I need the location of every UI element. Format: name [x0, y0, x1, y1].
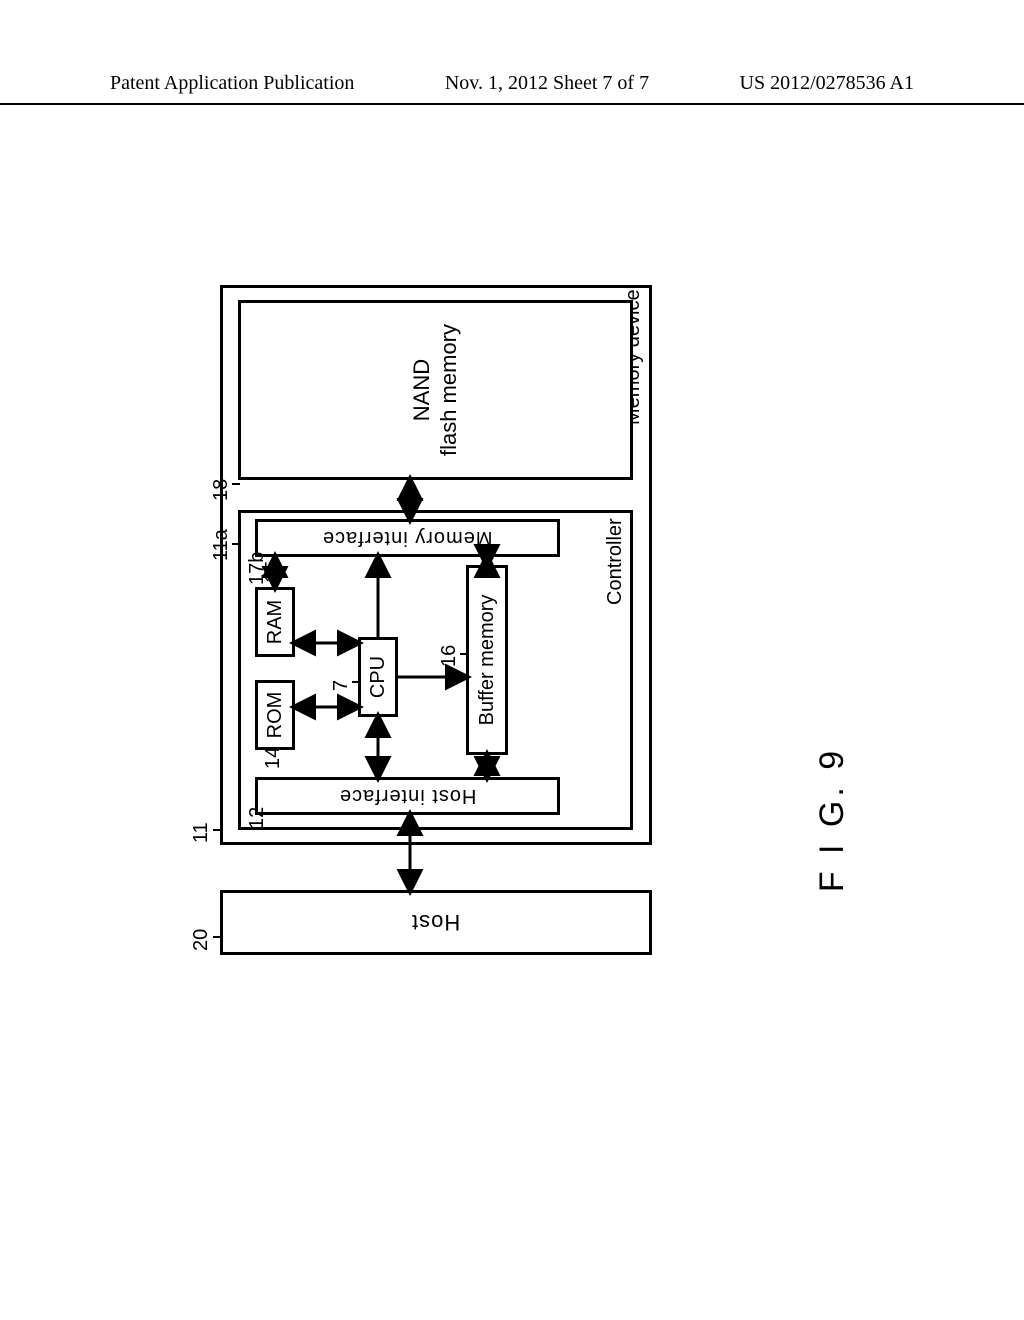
- connector-arrows: [180, 275, 660, 955]
- header-left: Patent Application Publication: [110, 72, 354, 95]
- figure-9-diagram: Host 20 Memory device 11 Controller 11a …: [180, 275, 660, 955]
- figure-label: F I G. 9: [813, 747, 852, 892]
- header-right: US 2012/0278536 A1: [740, 72, 914, 95]
- page-header: Patent Application Publication Nov. 1, 2…: [0, 72, 1024, 105]
- header-center: Nov. 1, 2012 Sheet 7 of 7: [445, 72, 649, 95]
